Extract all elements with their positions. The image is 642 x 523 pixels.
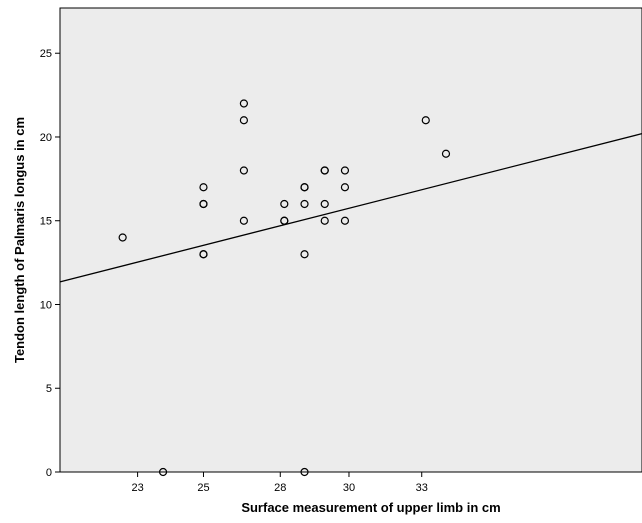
- x-tick-label: 30: [343, 482, 355, 494]
- x-tick-label: 23: [131, 482, 143, 494]
- axis-ticks: 0 5 10 15 20 25 23 25 28 30 33: [40, 48, 428, 494]
- y-tick-label: 20: [40, 132, 52, 144]
- data-point: [421, 116, 430, 125]
- x-tick-label: 25: [197, 482, 209, 494]
- y-tick-label: 5: [46, 383, 52, 395]
- data-point: [239, 99, 248, 108]
- data-point: [199, 250, 208, 259]
- data-point: [300, 183, 309, 192]
- y-tick-label: 0: [46, 467, 52, 479]
- data-point: [340, 183, 350, 192]
- data-point: [199, 199, 208, 209]
- data-points: [118, 99, 451, 477]
- data-point: [158, 467, 168, 477]
- data-point: [239, 166, 248, 175]
- y-axis-title: Tendon length of Palmaris longus in cm: [12, 117, 27, 363]
- data-point: [280, 199, 289, 209]
- data-point: [320, 166, 329, 175]
- data-point: [320, 216, 329, 225]
- data-point: [300, 250, 309, 259]
- data-point: [118, 233, 127, 242]
- data-point: [199, 183, 208, 192]
- data-point: [239, 216, 248, 225]
- y-tick-label: 10: [40, 299, 52, 311]
- x-tick-label: 33: [416, 482, 428, 494]
- data-point: [300, 199, 309, 209]
- y-tick-label: 25: [40, 48, 52, 60]
- x-axis-title: Surface measurement of upper limb in cm: [241, 500, 500, 515]
- data-point: [320, 199, 329, 209]
- data-point: [340, 216, 350, 225]
- data-point: [300, 467, 309, 477]
- regression-line: [59, 133, 642, 283]
- data-point: [441, 149, 451, 158]
- data-point: [340, 166, 350, 175]
- plot-area: [59, 7, 642, 473]
- x-tick-label: 28: [274, 482, 286, 494]
- y-tick-label: 15: [40, 216, 52, 228]
- data-point: [239, 116, 248, 125]
